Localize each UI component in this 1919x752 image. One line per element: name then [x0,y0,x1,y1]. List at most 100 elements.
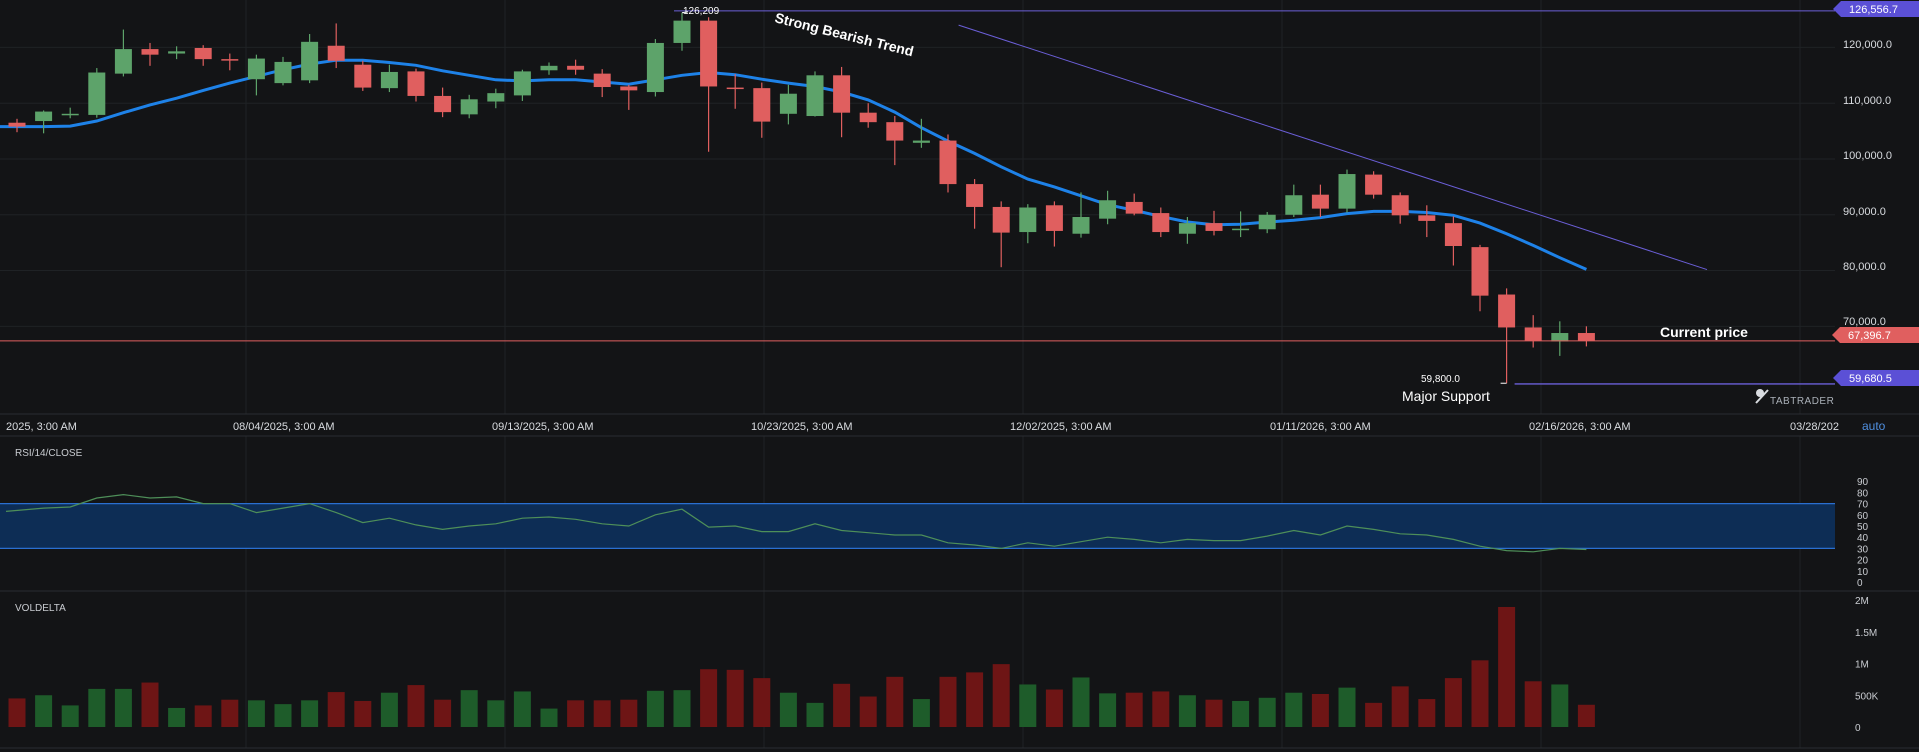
candle-body [1338,174,1356,209]
brand-slash-icon [1755,389,1769,404]
volume-bar [35,695,53,727]
volume-bar [434,699,452,727]
volume-bar [1285,692,1303,727]
volume-bar [939,676,957,727]
candle-body [1311,194,1329,209]
volume-bar [247,700,265,727]
candle-body [886,122,904,141]
volume-bar [1365,702,1383,727]
time-tick: 12/02/2025, 3:00 AM [1010,421,1112,433]
time-tick: 08/04/2025, 3:00 AM [233,421,335,433]
overlays-layer [0,10,1835,385]
candle-body [487,93,505,102]
volume-bar [301,700,319,727]
volume-bar [1125,692,1143,727]
candle-body [1498,294,1516,328]
volume-bars-layer [8,606,1595,727]
rsi-tick: 60 [1857,511,1869,522]
volume-bar [274,704,292,727]
candle-body [8,122,26,127]
low-marker-label: 59,800.0 [1421,374,1460,385]
volume-bar [833,683,851,727]
volume-bar [114,688,132,727]
volume-tick: 0 [1855,723,1861,734]
price-axis[interactable]: 120,000.0 110,000.0 100,000.0 90,000.0 8… [1843,39,1892,328]
volume-bar [646,690,664,727]
candle-body [540,65,558,71]
candle-body [194,47,212,60]
volume-bar [620,699,638,727]
candle-body [380,71,398,89]
candles-layer[interactable] [8,12,1595,384]
candle-body [593,73,611,88]
volume-bar [1152,691,1170,727]
volume-bar [1258,697,1276,727]
volume-bar [327,692,345,727]
volume-bar [1444,678,1462,727]
volume-bar [992,664,1010,727]
candle-body [327,45,345,61]
price-tick: 120,000.0 [1843,39,1892,51]
volume-axis: 2M 1.5M 1M 500K 0 [1855,596,1879,734]
volume-bar [407,685,425,727]
volume-bar [1498,606,1516,727]
volume-bar [1178,695,1196,727]
volume-bar [221,699,239,727]
volume-bar [1311,693,1329,727]
candle-body [141,49,159,55]
candle-body [1072,216,1090,234]
time-tick: 09/13/2025, 3:00 AM [492,421,594,433]
candle-body [620,86,638,91]
high-marker-tick [681,11,689,14]
support-label[interactable]: Major Support [1402,388,1490,404]
volume-bar [1099,693,1117,727]
candle-body [912,140,930,143]
brand-dot-icon [1756,389,1764,397]
rsi-tick: 20 [1857,556,1869,567]
volume-bar [1471,660,1489,727]
candle-body [1205,223,1223,231]
time-tick: 03/28/202 [1790,421,1839,433]
candle-body [88,72,106,115]
candle-body [966,184,984,207]
volume-bar [1418,699,1436,727]
rsi-tick: 40 [1857,533,1869,544]
candle-body [1099,200,1117,219]
volume-bar [141,682,159,727]
volume-bar [567,700,585,727]
high-marker-label: 126,209 [683,6,720,17]
brand-logo: TABTRADER [1755,389,1834,407]
time-axis[interactable]: 2025, 3:00 AM 08/04/2025, 3:00 AM 09/13/… [6,421,1839,433]
rsi-line-layer [5,493,1587,553]
rsi-tick: 70 [1857,500,1869,511]
candle-body [407,71,425,96]
support-price-badge: 59,680.5 [1833,370,1919,386]
price-tick: 70,000.0 [1843,316,1886,328]
current-price-badge: 67,396.7 [1832,327,1919,343]
auto-scale-button[interactable]: auto [1862,419,1886,433]
rsi-band-fill [0,503,1835,549]
price-tick: 90,000.0 [1843,206,1886,218]
rsi-tick: 30 [1857,544,1869,555]
price-tick: 100,000.0 [1843,150,1892,162]
candle-body [726,87,744,90]
candle-body [274,61,292,84]
current-price-label[interactable]: Current price [1660,324,1748,340]
time-tick: 2025, 3:00 AM [6,421,77,433]
current-badge-shape [1832,327,1919,343]
rsi-line [5,493,1587,553]
volume-bar [726,669,744,727]
candle-body [567,65,585,70]
volume-bar [168,707,186,727]
candle-body [1178,223,1196,234]
candle-body [221,59,239,61]
rsi-tick: 10 [1857,567,1869,578]
candle-body [301,41,319,81]
rsi-band [0,503,1835,550]
support-badge-text: 59,680.5 [1849,373,1892,385]
volume-bar [460,690,478,727]
trend-line [958,24,1708,271]
current-badge-text: 67,396.7 [1848,330,1891,342]
candle-body [700,20,718,87]
